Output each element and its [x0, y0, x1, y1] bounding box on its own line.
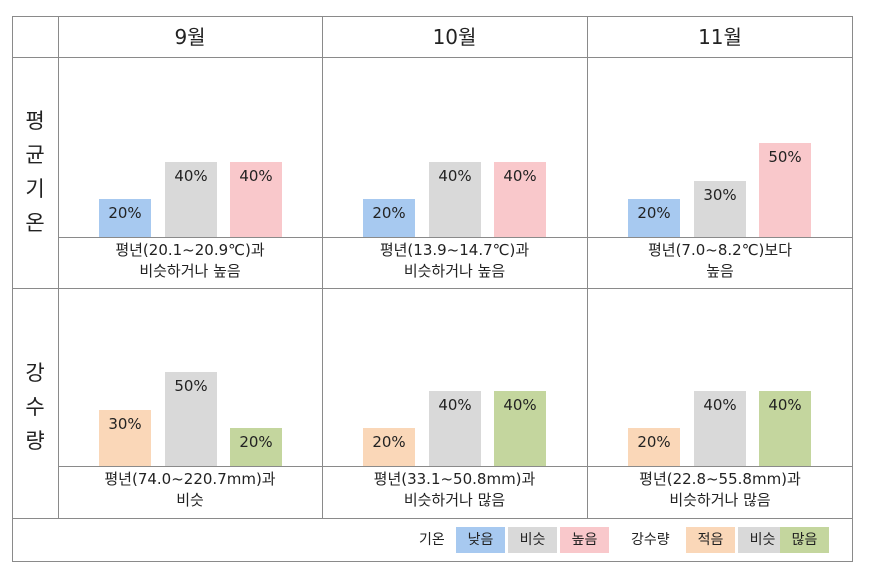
bar-temp-high — [759, 143, 811, 237]
bar-rain-high — [494, 390, 546, 466]
legend-rain-low: 적음 — [686, 527, 735, 553]
bar-rain-low — [363, 428, 415, 466]
bar-temp-high — [494, 161, 546, 237]
legend-rain-title: 강수량 — [631, 532, 670, 548]
row-divider — [12, 288, 853, 289]
description-line: 평년(22.8~55.8mm)과 — [639, 470, 801, 488]
bar-value-label: 20% — [239, 433, 273, 452]
row-label-char: 균 — [25, 143, 45, 167]
row-label-char: 평 — [25, 109, 45, 133]
bar-temp-low — [363, 199, 415, 237]
row-label-char: 온 — [25, 211, 45, 235]
bar-rain-high — [230, 428, 282, 466]
bar-value-label: 50% — [174, 377, 208, 395]
bar-rain-similar — [429, 390, 481, 466]
bar-value-label: 40% — [503, 166, 537, 185]
bar-value-label: 50% — [768, 148, 802, 166]
legend-divider — [12, 518, 853, 519]
bar-value-label: 20% — [372, 204, 406, 223]
description-line: 비슷하거나 많음 — [669, 491, 771, 509]
bar-value-label: 20% — [637, 204, 671, 223]
bar-value-label: 30% — [703, 185, 737, 204]
bar-rain-low — [99, 409, 151, 466]
legend-rain-similar: 비슷 — [738, 527, 787, 553]
description-line: 비슷하거나 높음 — [139, 262, 241, 280]
bar-temp-low — [628, 199, 680, 237]
month-header-9: 9월 — [174, 25, 206, 49]
row-label-char: 강 — [25, 361, 45, 385]
bar-temp-high — [230, 161, 282, 237]
description-line: 평년(33.1~50.8mm)과 — [373, 470, 536, 488]
bar-temp-similar — [429, 161, 481, 237]
bar-rain-high — [759, 390, 811, 466]
description-line: 평년(7.0~8.2℃)보다 — [647, 241, 793, 259]
bar-value-label: 40% — [503, 395, 537, 414]
legend-rain-high: 많음 — [780, 527, 829, 553]
bar-value-label: 20% — [372, 433, 406, 452]
bar-temp-similar — [165, 161, 217, 237]
bar-value-label: 40% — [438, 166, 472, 185]
forecast-table — [12, 16, 853, 562]
bar-value-label: 40% — [174, 166, 208, 185]
bar-rain-low — [628, 428, 680, 466]
bar-value-label: 40% — [239, 166, 273, 185]
bar-temp-low — [99, 199, 151, 237]
column-divider-2 — [587, 16, 588, 518]
legend-temp-low: 낮음 — [456, 527, 505, 553]
bar-rain-similar — [694, 390, 746, 466]
bar-rain-similar — [165, 372, 217, 466]
row-label-char: 기 — [25, 177, 45, 201]
bar-value-label: 30% — [108, 414, 142, 433]
bar-value-label: 40% — [438, 395, 472, 414]
column-divider-1 — [322, 16, 323, 518]
description-line: 비슷 — [176, 491, 204, 509]
description-line: 평년(20.1~20.9℃)과 — [115, 241, 265, 259]
bar-value-label: 40% — [703, 395, 737, 414]
row-label-temperature: 평 균 기 온 — [12, 104, 58, 240]
month-header-11: 11월 — [698, 25, 742, 49]
temp-baseline — [58, 237, 853, 238]
month-header-10: 10월 — [432, 25, 477, 49]
label-column-divider — [58, 16, 59, 518]
bar-value-label: 40% — [768, 395, 802, 414]
bar-value-label: 20% — [108, 204, 142, 223]
row-label-char: 수 — [25, 395, 45, 419]
description-line: 평년(74.0~220.7mm)과 — [104, 470, 276, 488]
description-line: 평년(13.9~14.7℃)과 — [379, 241, 530, 259]
legend-temp-high: 높음 — [560, 527, 609, 553]
bar-value-label: 20% — [637, 433, 671, 452]
description-line: 비슷하거나 많음 — [403, 491, 506, 509]
bar-temp-similar — [694, 180, 746, 237]
row-label-precipitation: 강 수 량 — [12, 356, 58, 458]
row-label-char: 량 — [25, 429, 45, 453]
legend-temp-title: 기온 — [419, 532, 445, 548]
legend-temp-similar: 비슷 — [508, 527, 557, 553]
rain-baseline — [58, 466, 853, 467]
header-divider — [12, 57, 853, 58]
description-line: 높음 — [706, 262, 734, 280]
description-line: 비슷하거나 높음 — [403, 262, 506, 280]
